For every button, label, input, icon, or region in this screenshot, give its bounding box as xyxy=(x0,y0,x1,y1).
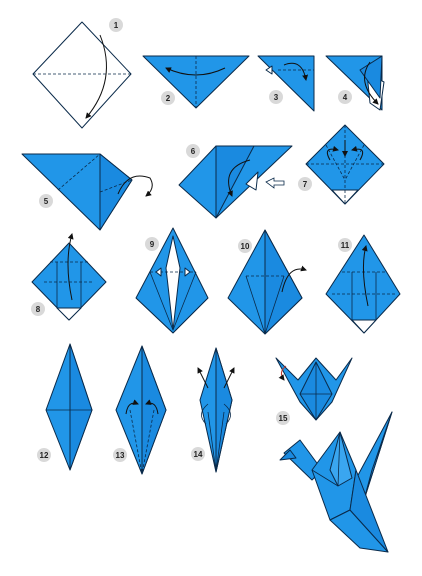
step-4-diagram xyxy=(325,55,385,111)
step-3-badge: 3 xyxy=(269,90,283,104)
svg-text:15: 15 xyxy=(279,414,288,423)
step-14-diagram xyxy=(197,347,235,473)
step-5-diagram xyxy=(21,153,153,231)
step-10-badge: 10 xyxy=(238,239,252,253)
svg-text:5: 5 xyxy=(44,197,49,206)
step-6-badge: 6 xyxy=(186,144,200,158)
step-1-diagram xyxy=(32,21,132,129)
step-12-diagram xyxy=(45,343,93,471)
svg-text:11: 11 xyxy=(341,241,350,250)
step-9-diagram xyxy=(135,227,209,334)
step-5-badge: 5 xyxy=(39,194,53,208)
step-4-badge: 4 xyxy=(338,90,352,104)
svg-text:12: 12 xyxy=(40,451,49,460)
svg-text:1: 1 xyxy=(114,21,119,30)
svg-text:8: 8 xyxy=(36,305,41,314)
svg-text:9: 9 xyxy=(150,240,155,249)
step-15-diagram xyxy=(275,357,353,421)
step-15-badge: 15 xyxy=(276,411,290,425)
step-7-badge: 7 xyxy=(298,177,312,191)
svg-text:2: 2 xyxy=(166,94,171,103)
svg-text:13: 13 xyxy=(116,451,125,460)
step-9-badge: 9 xyxy=(145,237,159,251)
step-2-badge: 2 xyxy=(161,91,175,105)
finished-crane-illustration xyxy=(279,411,393,553)
svg-text:14: 14 xyxy=(194,450,203,459)
step-6-diagram xyxy=(178,145,293,219)
step-8-badge: 8 xyxy=(31,302,45,316)
svg-text:4: 4 xyxy=(343,93,348,102)
step-14-badge: 14 xyxy=(191,447,205,461)
step-13-badge: 13 xyxy=(113,448,127,462)
step-10-diagram xyxy=(227,229,307,335)
step-12-badge: 12 xyxy=(37,448,51,462)
step-13-diagram xyxy=(115,345,167,475)
step-11-badge: 11 xyxy=(338,238,352,252)
svg-text:7: 7 xyxy=(303,180,308,189)
step-7-diagram xyxy=(305,124,385,205)
step-11-diagram xyxy=(325,234,401,334)
step-2-diagram xyxy=(142,55,250,109)
svg-text:6: 6 xyxy=(191,147,196,156)
step-3-diagram xyxy=(257,55,315,112)
svg-text:10: 10 xyxy=(241,242,250,251)
step-8-diagram xyxy=(31,233,107,321)
step-1-badge: 1 xyxy=(109,18,123,32)
svg-text:3: 3 xyxy=(274,93,279,102)
